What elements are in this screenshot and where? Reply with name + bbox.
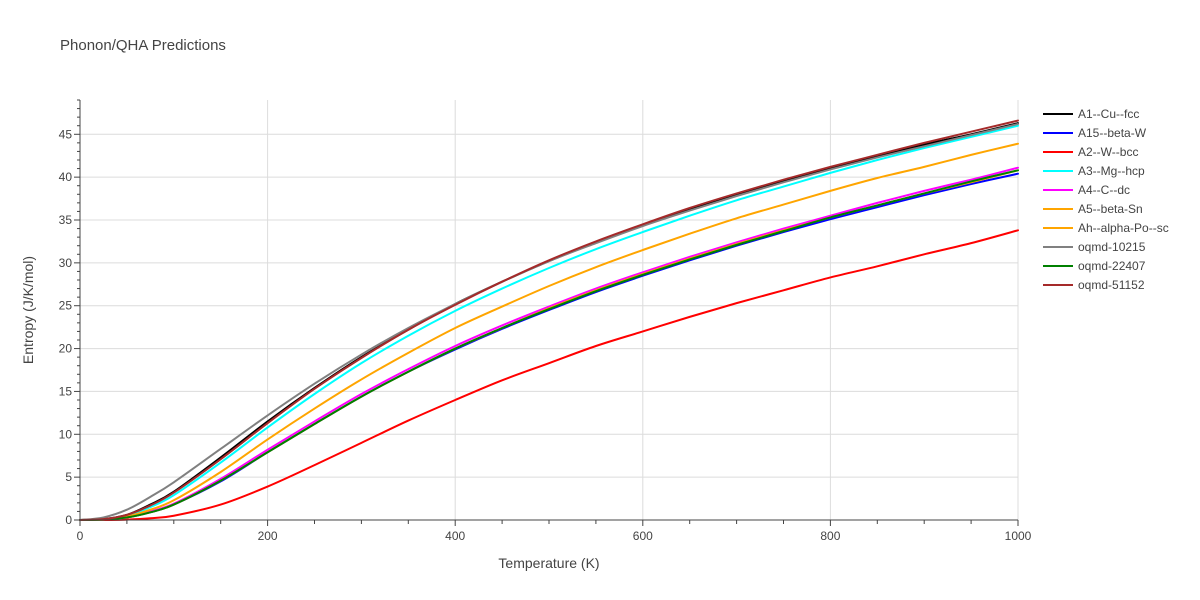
series-line-A2--W--bcc (79, 229, 1019, 522)
series-line-oqmd-22407 (79, 169, 1019, 521)
y-tick-label: 25 (59, 299, 73, 313)
y-tick-label: 30 (59, 256, 73, 270)
legend-item-oqmd-51152[interactable]: oqmd-51152 (1043, 278, 1145, 292)
series-line-A4--C--dc (79, 166, 1019, 521)
legend-item-Ah--alpha-Po--sc[interactable]: Ah--alpha-Po--sc (1043, 221, 1169, 235)
legend-label: A4--C--dc (1078, 183, 1130, 197)
y-tick-label: 40 (59, 170, 73, 184)
y-axis-title: Entropy (J/K/mol) (20, 256, 36, 364)
legend-label: Ah--alpha-Po--sc (1078, 221, 1169, 235)
legend-label: A15--beta-W (1078, 126, 1147, 140)
legend-label: A5--beta-Sn (1078, 202, 1143, 216)
x-tick-label: 200 (258, 529, 278, 543)
series-line-oqmd-10215 (79, 123, 1019, 521)
chart-title: Phonon/QHA Predictions (60, 37, 226, 54)
x-tick-label: 400 (445, 529, 465, 543)
legend-label: A1--Cu--fcc (1078, 107, 1139, 121)
legend-item-A5--beta-Sn[interactable]: A5--beta-Sn (1043, 202, 1143, 216)
legend-item-oqmd-10215[interactable]: oqmd-10215 (1043, 240, 1146, 254)
x-tick-label: 600 (633, 529, 653, 543)
legend-item-A15--beta-W[interactable]: A15--beta-W (1043, 126, 1147, 140)
legend-item-A3--Mg--hcp[interactable]: A3--Mg--hcp (1043, 164, 1145, 178)
y-tick-label: 20 (59, 342, 73, 356)
series-line-A3--Mg--hcp (79, 124, 1019, 521)
x-tick-label: 800 (820, 529, 840, 543)
legend-label: A2--W--bcc (1078, 145, 1138, 159)
legend-item-A4--C--dc[interactable]: A4--C--dc (1043, 183, 1130, 197)
legend-label: oqmd-22407 (1078, 259, 1146, 273)
y-tick-label: 45 (59, 127, 73, 141)
series-line-A5--beta-Sn (79, 169, 1019, 521)
y-tick-label: 35 (59, 213, 73, 227)
legend-item-A2--W--bcc[interactable]: A2--W--bcc (1043, 145, 1138, 159)
legend-label: A3--Mg--hcp (1078, 164, 1145, 178)
x-tick-label: 1000 (1005, 529, 1032, 543)
series-line-Ah--alpha-Po--sc (79, 142, 1019, 521)
y-tick-label: 5 (65, 470, 72, 484)
x-tick-label: 0 (77, 529, 84, 543)
axes: 0 200 400 600 800 1000 0 5 10 15 20 25 30 35 40 45 (59, 99, 1032, 543)
legend-item-oqmd-22407[interactable]: oqmd-22407 (1043, 259, 1146, 273)
grid (80, 100, 1019, 520)
legend-label: oqmd-10215 (1078, 240, 1146, 254)
legend[interactable]: A1--Cu--fcc A15--beta-W A2--W--bcc A3--Mg--… (1043, 107, 1169, 292)
series-line-oqmd-51152 (79, 119, 1019, 521)
y-tick-label: 0 (65, 513, 72, 527)
legend-label: oqmd-51152 (1078, 278, 1145, 292)
series-lines (79, 119, 1019, 522)
x-axis-title: Temperature (K) (498, 555, 599, 571)
y-tick-label: 10 (59, 427, 73, 441)
series-line-A15--beta-W (79, 172, 1019, 521)
y-tick-label: 15 (59, 384, 73, 398)
legend-item-A1--Cu--fcc[interactable]: A1--Cu--fcc (1043, 107, 1139, 121)
series-line-A1--Cu--fcc (79, 122, 1019, 521)
